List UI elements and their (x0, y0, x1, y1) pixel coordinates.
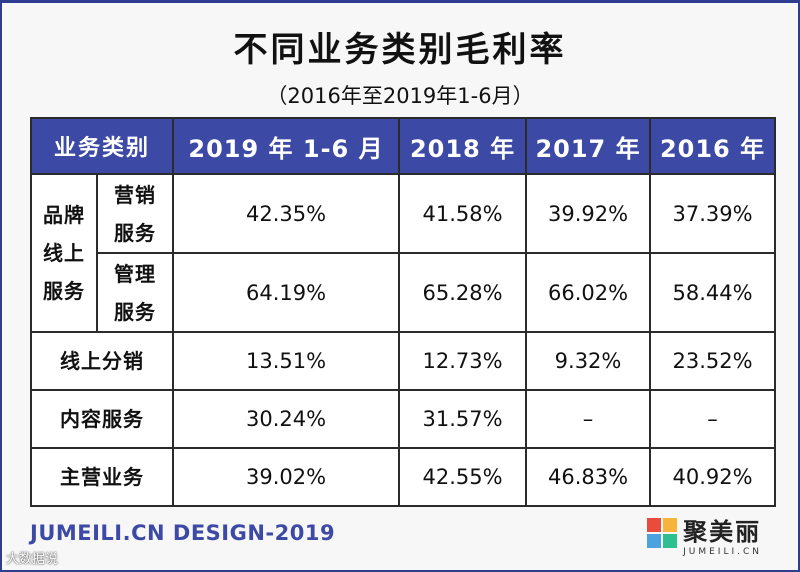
logo-name: 聚美丽 (683, 518, 762, 546)
gross-margin-table: 业务类别 2019 年 1-6 月 2018 年 2017 年 2016 年 品… (29, 117, 777, 507)
logo-text: 聚美丽 JUMEILI.CN (683, 518, 762, 558)
header-row: 业务类别 2019 年 1-6 月 2018 年 2017 年 2016 年 (29, 117, 777, 175)
value-cell: 58.44% (649, 252, 777, 333)
brand-logo: 聚美丽 JUMEILI.CN (647, 518, 762, 558)
value-cell: 30.24% (172, 389, 401, 449)
table-row: 品牌 线上 服务 营销 服务 42.35% 41.58% 39.92% 37.3… (30, 173, 777, 333)
value-cell: 39.92% (525, 173, 652, 254)
value-cell: 41.58% (398, 173, 528, 254)
group-label: 品牌 线上 服务 (30, 173, 98, 333)
value-cell: 66.02% (525, 252, 652, 333)
sub-label-line: 服务 (114, 220, 156, 245)
value-cell: 37.39% (649, 173, 777, 254)
sub-label-line: 服务 (114, 299, 156, 324)
value-cell: – (649, 389, 777, 449)
header-2018: 2018 年 (398, 117, 528, 175)
sub-category-label: 营销 服务 (95, 173, 175, 254)
value-cell: 40.92% (649, 447, 777, 507)
value-cell: 42.55% (398, 447, 528, 507)
header-2019h1: 2019 年 1-6 月 (172, 117, 401, 175)
value-cell: 39.02% (172, 447, 401, 507)
page-title: 不同业务类别毛利率 (233, 30, 567, 70)
page-subtitle: （2016年至2019年1-6月） (266, 84, 534, 108)
value-cell: 42.35% (172, 173, 401, 254)
logo-square (663, 534, 678, 548)
table-row: 内容服务 30.24% 31.57% – – (29, 389, 777, 449)
value-cell: 31.57% (398, 389, 528, 449)
table-row: 管理 服务 64.19% 65.28% 66.02% 58.44% (31, 252, 777, 333)
value-cell: 23.52% (649, 331, 777, 391)
sub-label-line: 营销 (114, 182, 156, 207)
value-cell: 65.28% (398, 252, 528, 333)
value-cell: 46.83% (525, 447, 652, 507)
value-cell: 13.51% (172, 331, 401, 391)
header-category: 业务类别 (29, 117, 175, 175)
logo-square (647, 518, 662, 532)
group-label-line: 服务 (43, 279, 85, 303)
design-credit: JUMEILI.CN DESIGN-2019 (30, 521, 336, 545)
logo-square (647, 534, 662, 548)
value-cell: 9.32% (525, 331, 652, 391)
logo-domain: JUMEILI.CN (683, 547, 762, 557)
value-cell: – (525, 389, 652, 449)
row-label: 线上分销 (29, 331, 175, 391)
header-2017: 2017 年 (525, 117, 652, 175)
row-label: 内容服务 (29, 389, 175, 449)
table-row: 线上分销 13.51% 12.73% 9.32% 23.52% (29, 331, 777, 391)
value-cell: 64.19% (172, 252, 401, 333)
header-2016: 2016 年 (649, 117, 777, 175)
sub-label-line: 管理 (114, 261, 156, 286)
value-cell: 12.73% (398, 331, 528, 391)
sub-category-label: 管理 服务 (95, 252, 175, 333)
group-label-line: 品牌 (43, 203, 85, 227)
logo-mark-icon (647, 518, 678, 548)
watermark: 大数据说 (6, 552, 59, 567)
row-label: 主营业务 (29, 447, 175, 507)
group-label-line: 线上 (43, 241, 85, 265)
logo-square (663, 518, 678, 532)
table-row: 主营业务 39.02% 42.55% 46.83% 40.92% (29, 447, 777, 507)
